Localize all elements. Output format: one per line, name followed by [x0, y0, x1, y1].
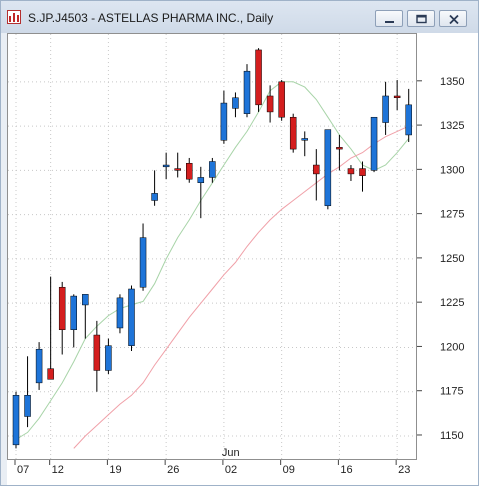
- x-tick-label: 07: [17, 464, 29, 476]
- candle-body: [405, 104, 412, 136]
- x-tick-label: 16: [340, 464, 352, 476]
- month-label: Jun: [222, 447, 240, 459]
- candle-body: [255, 49, 262, 106]
- candle-body: [209, 161, 216, 178]
- candle-body: [24, 395, 31, 417]
- candle-body: [220, 102, 228, 141]
- candle-body: [232, 97, 239, 109]
- y-tick-label: 1350: [440, 76, 464, 88]
- y-tick-label: 1300: [440, 164, 464, 176]
- y-tick-label: 1250: [440, 253, 464, 265]
- price-chart: Jun: [8, 34, 416, 459]
- candle-body: [82, 294, 89, 306]
- candle-body: [116, 297, 124, 329]
- candle-body: [301, 138, 308, 141]
- candle-body: [162, 164, 170, 168]
- x-tick-label: 02: [225, 464, 237, 476]
- candle-body: [289, 116, 297, 150]
- candle-body: [324, 129, 332, 207]
- date-axis: 07 12 19 26 02 09 16 23: [7, 460, 478, 485]
- chart-app-icon: [7, 10, 21, 24]
- y-tick-label: 1325: [440, 120, 464, 132]
- candle-body: [197, 177, 205, 183]
- candle-body: [393, 95, 401, 99]
- x-tick-label: 19: [109, 464, 121, 476]
- candle-body: [382, 95, 389, 123]
- y-tick-label: 1150: [440, 430, 464, 442]
- candle-body: [151, 193, 158, 201]
- candle-body: [58, 286, 66, 330]
- minimize-icon: [385, 21, 394, 23]
- y-tick-label: 1175: [440, 386, 464, 398]
- candle-body: [128, 288, 135, 346]
- close-icon: [449, 14, 459, 25]
- y-tick-label: 1225: [440, 297, 464, 309]
- candle-body: [347, 168, 355, 175]
- x-tick-label: 26: [167, 464, 179, 476]
- candle-body: [174, 168, 181, 171]
- candle-body: [139, 237, 147, 288]
- y-tick-label: 1200: [440, 341, 464, 353]
- y-tick-label: 1275: [440, 209, 464, 221]
- candle-body: [105, 345, 112, 371]
- moving-average-slow: [73, 125, 409, 449]
- close-button[interactable]: [439, 10, 467, 27]
- candle-body: [313, 164, 320, 175]
- x-tick-label: 23: [398, 464, 410, 476]
- price-axis: 1150 1175 1200 1225 1250 1275 1300 1325 1350: [417, 33, 478, 460]
- restore-button[interactable]: [407, 10, 435, 27]
- candle-body: [266, 95, 274, 113]
- x-tick-label: 09: [283, 464, 295, 476]
- candle-body: [47, 368, 54, 380]
- candle-body: [35, 348, 43, 384]
- candle-body: [359, 168, 366, 176]
- plot-area[interactable]: Jun: [7, 33, 417, 460]
- title-bar[interactable]: S.JP.J4503 - ASTELLAS PHARMA INC., Daily: [1, 1, 478, 33]
- candle-body: [70, 295, 77, 330]
- moving-average-fast: [15, 81, 410, 440]
- candle-body: [370, 116, 378, 171]
- candle-body: [93, 334, 101, 371]
- candle-body: [186, 163, 193, 180]
- date-axis-labels: 07 12 19 26 02 09 16 23: [14, 460, 410, 476]
- window-title: S.JP.J4503 - ASTELLAS PHARMA INC., Daily: [28, 11, 274, 25]
- candle-body: [243, 70, 251, 114]
- restore-icon: [416, 14, 427, 24]
- candle-body: [12, 395, 20, 446]
- candle-body: [336, 147, 343, 150]
- price-axis-labels: 1150 1175 1200 1225 1250 1275 1300 1325 1350: [417, 76, 464, 442]
- candle-body: [278, 81, 285, 118]
- x-tick-label: 12: [52, 464, 64, 476]
- minimize-button[interactable]: [375, 10, 403, 27]
